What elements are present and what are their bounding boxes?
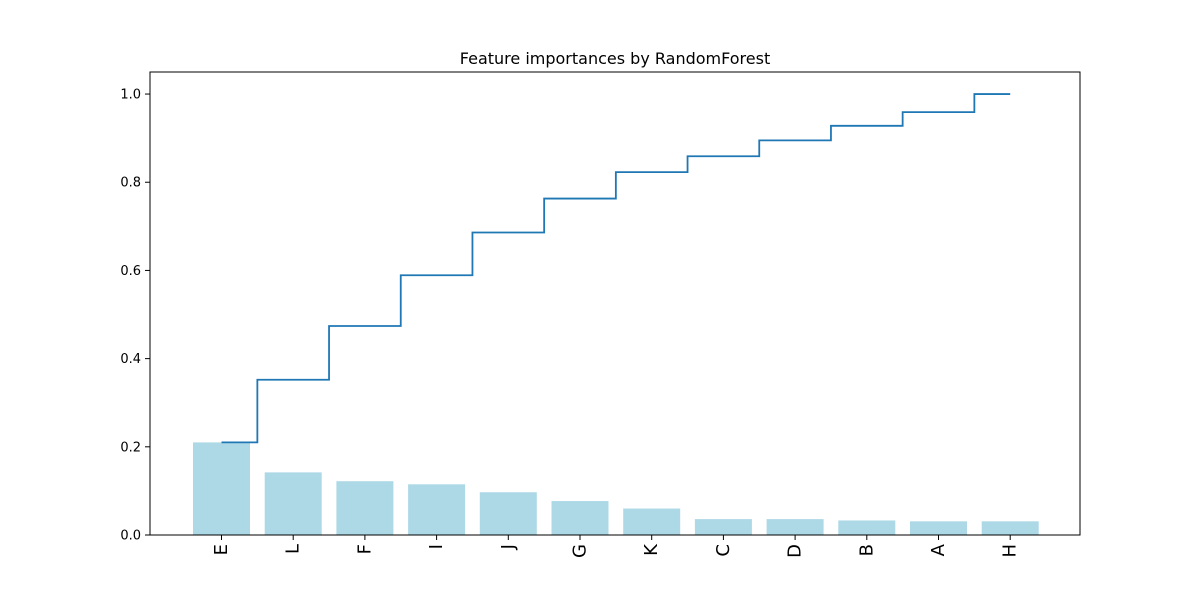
- x-tick-label-K: K: [641, 543, 662, 556]
- x-tick-label-H: H: [1000, 544, 1021, 558]
- x-tick-label-I: I: [426, 544, 447, 549]
- bar-F: [336, 481, 394, 535]
- step-layer: [221, 93, 1011, 444]
- x-tick-label-C: C: [713, 544, 734, 557]
- y-tick-label: 0.6: [120, 264, 141, 279]
- bar-G: [551, 501, 609, 535]
- x-tick-label-D: D: [785, 544, 806, 558]
- y-tick-label: 0.4: [120, 352, 141, 367]
- x-tick-label-F: F: [354, 544, 375, 554]
- cumulative-step-line: [221, 93, 1011, 444]
- x-tick-label-B: B: [856, 544, 877, 556]
- bar-C: [694, 519, 752, 535]
- bar-B: [838, 520, 896, 535]
- y-tick-label: 0.8: [120, 176, 141, 191]
- x-tick-label-E: E: [211, 544, 232, 555]
- bar-H: [981, 521, 1039, 535]
- bar-L: [264, 472, 322, 535]
- y-tick-label: 0.0: [120, 529, 141, 544]
- bar-I: [408, 484, 466, 535]
- x-tick-label-J: J: [498, 544, 519, 550]
- bar-K: [623, 508, 681, 535]
- x-tick-label-A: A: [928, 543, 949, 556]
- bar-D: [766, 519, 824, 535]
- y-tick-label: 1.0: [120, 88, 141, 103]
- bars-layer: [193, 442, 1039, 535]
- bar-E: [193, 442, 250, 535]
- bar-J: [479, 492, 537, 535]
- chart-title: Feature importances by RandomForest: [460, 49, 770, 68]
- bar-A: [910, 521, 967, 535]
- y-tick-label: 0.2: [120, 440, 141, 455]
- x-tick-label-L: L: [283, 544, 304, 554]
- x-tick-label-G: G: [570, 544, 591, 558]
- plot-frame: [149, 71, 1081, 536]
- y-axis: 0.0 0.2 0.4 0.6 0.8 1.0: [120, 88, 150, 544]
